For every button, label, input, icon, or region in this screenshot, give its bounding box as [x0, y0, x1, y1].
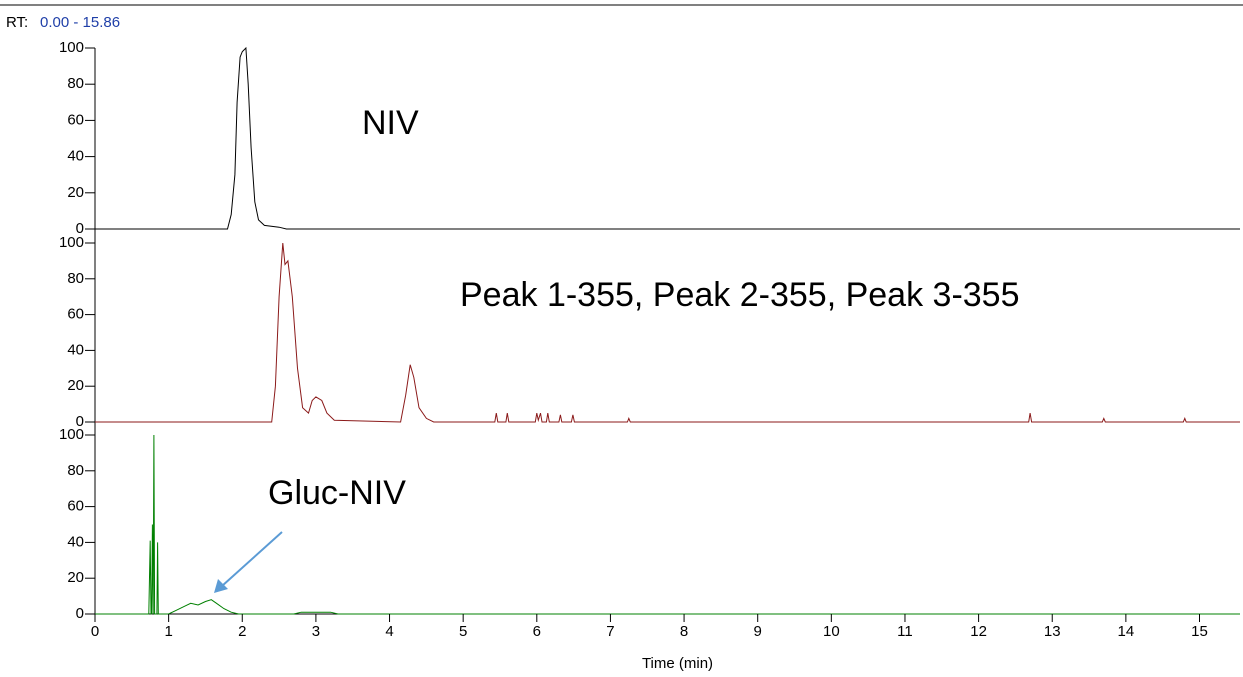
x-tick-label: 3: [312, 623, 320, 640]
x-tick-label: 6: [533, 623, 541, 640]
y-tick-label: 20: [67, 569, 84, 586]
y-tick-label: 0: [76, 413, 84, 430]
x-tick-label: 15: [1191, 623, 1208, 640]
y-tick-label: 40: [67, 533, 84, 550]
trace: [95, 242, 1240, 423]
x-tick-label: 9: [754, 623, 762, 640]
y-tick-label: 20: [67, 377, 84, 394]
x-tick-label: 5: [459, 623, 467, 640]
x-axis-title: Time (min): [642, 655, 713, 672]
y-tick-label: 0: [76, 605, 84, 622]
trace: [95, 46, 1240, 230]
y-tick-label: 40: [67, 148, 84, 165]
x-tick-label: 14: [1118, 623, 1135, 640]
y-tick-label: 100: [59, 39, 84, 56]
y-tick-label: 100: [59, 234, 84, 251]
y-tick-label: 60: [67, 498, 84, 515]
annotation: Peak 1-355, Peak 2-355, Peak 3-355: [460, 276, 1020, 314]
x-tick-label: 1: [164, 623, 172, 640]
y-tick-label: 80: [67, 75, 84, 92]
y-tick-label: 100: [59, 426, 84, 443]
annotation: Gluc-NIV: [268, 474, 406, 512]
x-tick-label: 2: [238, 623, 246, 640]
x-tick-label: 11: [897, 623, 913, 640]
y-tick-label: 80: [67, 462, 84, 479]
x-tick-label: 10: [823, 623, 840, 640]
x-tick-label: 7: [606, 623, 614, 640]
rt-label: RT:: [6, 14, 28, 31]
y-tick-label: 60: [67, 306, 84, 323]
annotation: NIV: [362, 104, 419, 142]
y-tick-label: 0: [76, 220, 84, 237]
rt-range: 0.00 - 15.86: [40, 14, 120, 31]
arrow: [214, 531, 283, 593]
y-tick-label: 60: [67, 111, 84, 128]
trace: [95, 434, 1240, 615]
x-tick-label: 12: [970, 623, 987, 640]
y-tick-label: 80: [67, 270, 84, 287]
y-tick-label: 20: [67, 184, 84, 201]
x-tick-label: 13: [1044, 623, 1061, 640]
x-tick-label: 4: [385, 623, 393, 640]
y-tick-label: 40: [67, 341, 84, 358]
x-tick-label: 8: [680, 623, 688, 640]
x-tick-label: 0: [91, 623, 99, 640]
